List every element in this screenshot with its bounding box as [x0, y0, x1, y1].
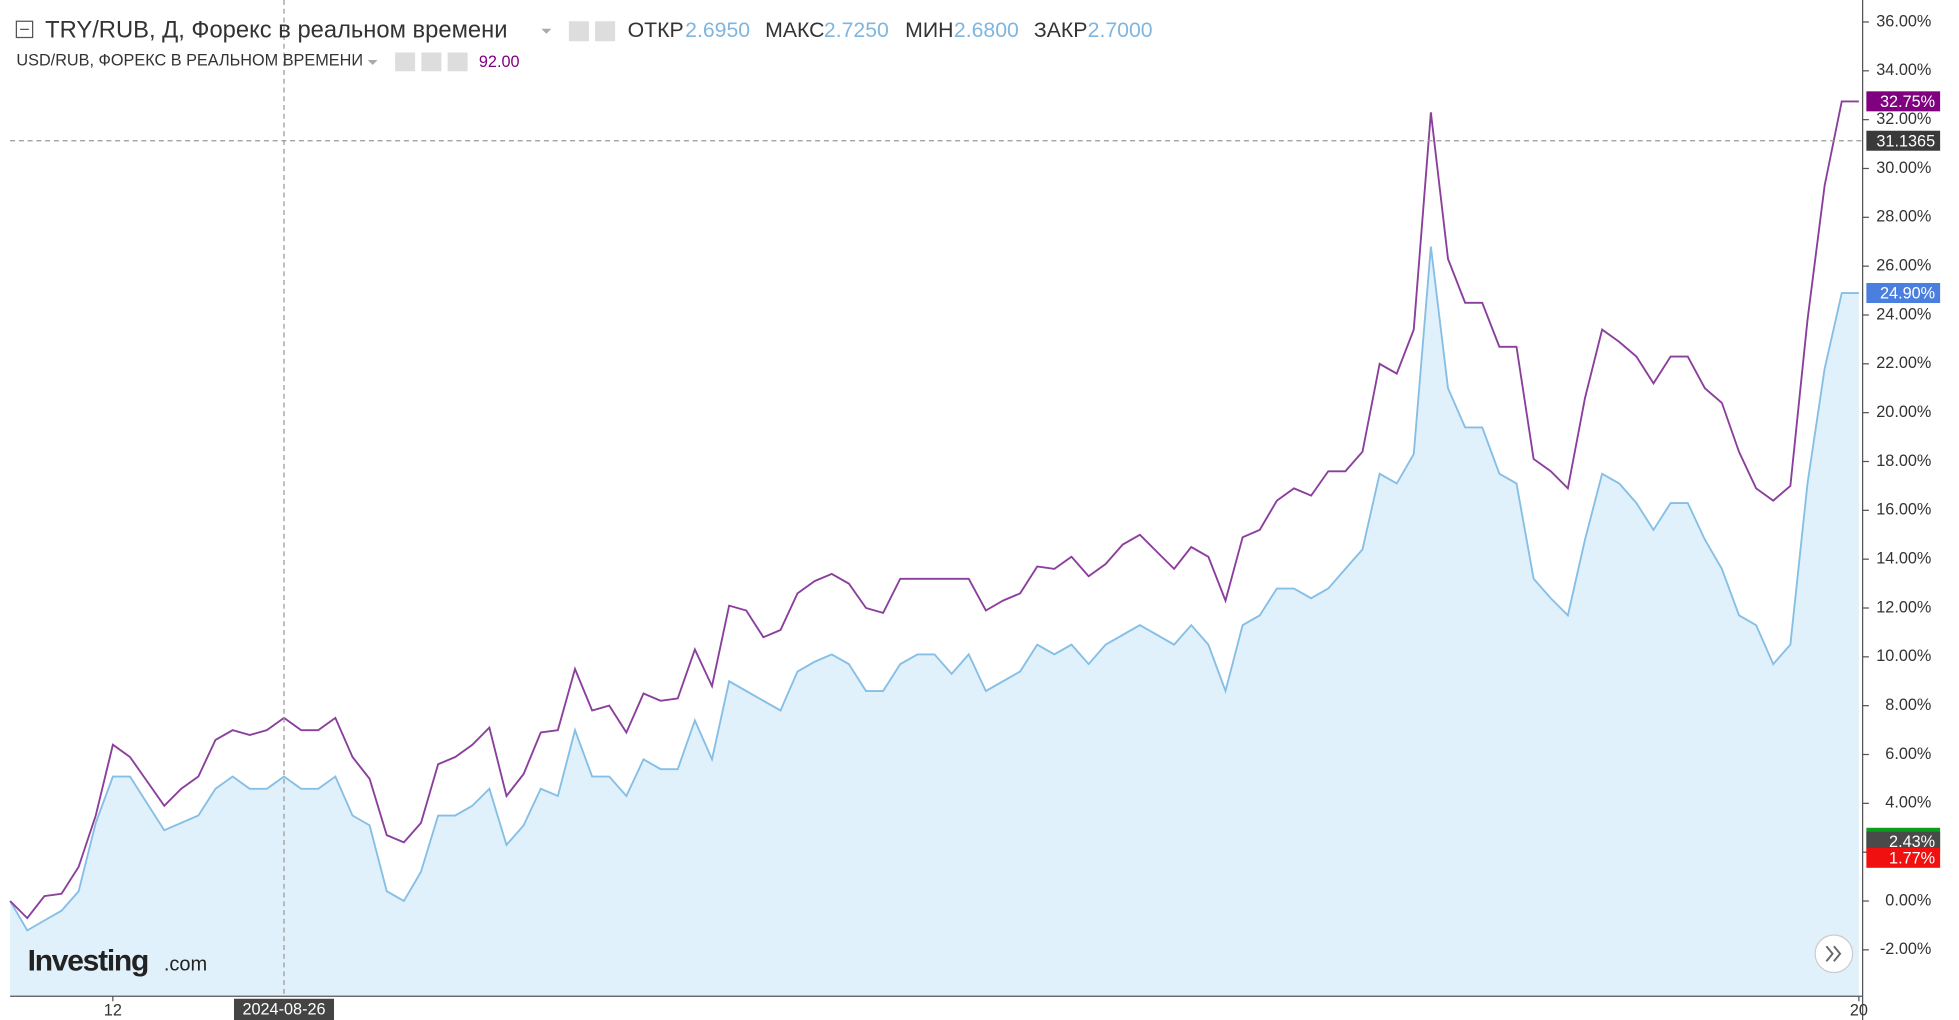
- stat-value: 2.7000: [1088, 18, 1153, 42]
- stat-name: ЗАКР: [1034, 18, 1088, 42]
- settings-icon[interactable]: [595, 21, 616, 42]
- stat-name: МАКС: [765, 18, 824, 42]
- series-area: [10, 246, 1859, 997]
- close-icon[interactable]: [447, 52, 468, 72]
- stat-value: 2.6950: [685, 18, 750, 42]
- x-tick-label: 20: [1850, 1002, 1868, 1020]
- series-last-value: 92.00: [479, 53, 520, 71]
- y-tick-label: 28.00%: [1876, 208, 1931, 226]
- stat-name: ОТКР: [628, 18, 684, 42]
- price-badge: [1866, 91, 1941, 112]
- y-tick-label: 24.00%: [1876, 305, 1931, 323]
- series-title: TRY/RUB, Д, Форекс в реальном времени: [45, 17, 507, 44]
- logo: Investing: [28, 944, 148, 977]
- price-badge: [1866, 283, 1941, 304]
- y-tick-label: 20.00%: [1876, 403, 1931, 421]
- collapse-button[interactable]: [15, 20, 34, 39]
- dropdown-arrow[interactable]: [367, 60, 378, 65]
- logo-suffix: .com: [164, 953, 207, 975]
- price-badge: [1866, 831, 1941, 852]
- price-badge: [1866, 847, 1941, 868]
- price-badge-label: 31.1365: [1876, 132, 1935, 150]
- y-tick-label: 32.00%: [1876, 110, 1931, 128]
- x-tick-label: 12: [104, 1002, 122, 1020]
- y-tick-label: 26.00%: [1876, 256, 1931, 274]
- price-badge-label: 24.90%: [1880, 285, 1935, 303]
- y-tick-label: 18.00%: [1876, 452, 1931, 470]
- price-badge-label: 32.75%: [1880, 93, 1935, 111]
- stat-value: 2.6800: [954, 18, 1019, 42]
- series-line: [9, 246, 1859, 932]
- series-line: [9, 100, 1859, 920]
- price-badge-label: 1.77%: [1889, 849, 1935, 867]
- y-tick-label: 12.00%: [1876, 598, 1931, 616]
- y-tick-label: 10.00%: [1876, 647, 1931, 665]
- x-tick-label: 2024-08-26: [242, 1000, 325, 1018]
- stat-name: МИН: [905, 18, 953, 42]
- y-tick-label: 8.00%: [1885, 696, 1931, 714]
- crosshair-x-badge: [234, 998, 335, 1020]
- y-tick-label: 6.00%: [1885, 745, 1931, 763]
- y-tick-label: 22.00%: [1876, 354, 1931, 372]
- y-tick-label: 30.00%: [1876, 159, 1931, 177]
- price-badge: [1866, 130, 1941, 151]
- price-badge-label: 2.43%: [1889, 833, 1935, 851]
- y-tick-label: 0.00%: [1885, 891, 1931, 909]
- y-tick-label: 36.00%: [1876, 12, 1931, 30]
- stat-value: 2.7250: [824, 18, 889, 42]
- eye-icon[interactable]: [568, 21, 589, 42]
- series-title: USD/RUB, ФОРЕКС В РЕАЛЬНОМ ВРЕМЕНИ: [16, 52, 363, 70]
- y-tick-label: 14.00%: [1876, 549, 1931, 567]
- y-tick-label: -2.00%: [1880, 940, 1932, 958]
- dropdown-arrow[interactable]: [541, 28, 552, 34]
- scroll-icon: [1825, 945, 1842, 962]
- y-tick-label: 4.00%: [1885, 794, 1931, 812]
- y-tick-label: 34.00%: [1876, 61, 1931, 79]
- y-tick-label: 16.00%: [1876, 501, 1931, 519]
- scroll-button[interactable]: [1814, 934, 1854, 974]
- eye-icon[interactable]: [395, 52, 416, 72]
- settings-icon[interactable]: [421, 52, 442, 72]
